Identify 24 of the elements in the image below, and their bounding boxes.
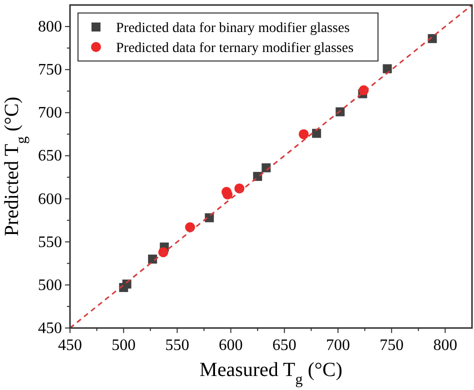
y-tick-label: 750 (38, 62, 62, 79)
point (312, 128, 322, 138)
point (262, 163, 271, 172)
y-tick-label: 450 (38, 320, 62, 337)
point (148, 254, 158, 264)
x-tick-label: 550 (165, 337, 190, 354)
point (298, 129, 309, 140)
x-tick-label: 450 (58, 337, 82, 354)
x-axis-title: Measured T$_{g}$ (°C) (200, 359, 342, 388)
x-tick-label: 750 (380, 337, 404, 354)
y-tick-label: 600 (38, 190, 62, 208)
y-tick-label: 650 (38, 148, 62, 165)
y-tick-label: 700 (38, 104, 62, 122)
point (382, 64, 392, 74)
x-tick-label: 650 (272, 337, 296, 354)
legend-label: Predicted data for binary modifier glasses (116, 21, 350, 36)
x-tick-label: 700 (326, 337, 350, 354)
legend-label: Predicted data for ternary modifier glasses (116, 41, 354, 56)
x-tick-label: 600 (218, 337, 243, 354)
y-tick-label: 500 (38, 276, 62, 294)
y-tick-label: 550 (38, 234, 62, 251)
x-tick-label: 800 (433, 337, 458, 354)
x-tick-label: 500 (112, 337, 136, 354)
y-tick-label: 800 (38, 18, 62, 36)
